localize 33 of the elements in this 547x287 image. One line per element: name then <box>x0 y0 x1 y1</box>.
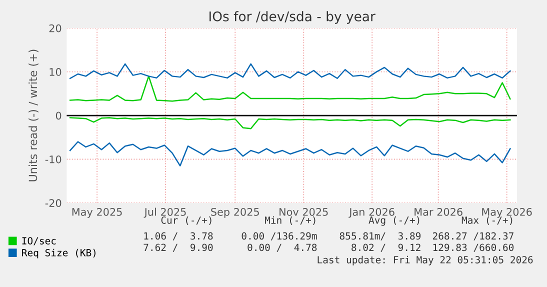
x-tick-label: Nov 2025 <box>280 208 328 216</box>
y-tick-label: -10 <box>45 155 62 164</box>
x-tick-label: Jan 2026 <box>348 208 394 218</box>
x-tick-label: Mar 2026 <box>414 208 462 216</box>
text: Avg (-/+) <box>368 216 420 226</box>
text: 7.62 / 9.90 <box>144 244 213 252</box>
text: Min (-/+) <box>264 216 316 225</box>
text: 855.81m/ 3.89 <box>340 232 421 240</box>
x-tick-label: Jul 2025 <box>144 208 186 218</box>
x-tick-label: Sep 2025 <box>211 208 259 218</box>
x-tick-label: May 2025 <box>72 208 122 218</box>
text: 8.02 / 9.12 <box>352 244 420 252</box>
text: 0.00 / 4.78 <box>248 244 317 252</box>
legend-label: Req Size (KB) <box>22 248 96 258</box>
y-tick-label: -20 <box>45 199 62 208</box>
legend-label: IO/sec <box>22 237 56 246</box>
line-series <box>69 141 511 166</box>
line-series <box>69 117 511 130</box>
text: Cur (-/+) <box>161 216 212 225</box>
y-tick-label: 0 <box>56 112 62 120</box>
y-tick-label: 20 <box>49 24 62 32</box>
text: 1.06 / 3.78 <box>144 232 213 240</box>
text: 0.00 /136.29m <box>242 232 317 240</box>
chart-title: IOs for /dev/sda - by year <box>210 11 376 24</box>
text: Last update: Fri May 22 05:31:05 2026 <box>318 256 533 266</box>
y-axis-title: Units read (-) / write (+) <box>28 50 38 182</box>
text: 268.27 /182.37 <box>432 232 514 240</box>
x-tick-label: May 2026 <box>482 208 532 218</box>
line-series <box>69 76 511 102</box>
y-tick-label: 10 <box>50 68 62 76</box>
line-series <box>69 63 511 79</box>
text: Max (-/+) <box>462 216 512 225</box>
text: 129.83 /660.60 <box>433 244 514 252</box>
